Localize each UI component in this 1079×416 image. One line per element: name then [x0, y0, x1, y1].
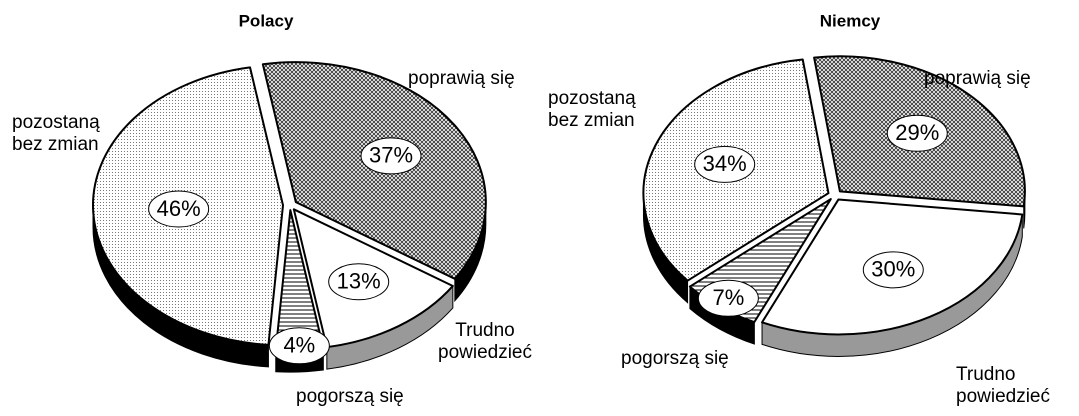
- value-label: 29%: [895, 120, 939, 145]
- value-label: 37%: [369, 143, 413, 168]
- value-label-bubble: [328, 263, 390, 301]
- value-label-bubble: [360, 137, 422, 175]
- value-label: 34%: [703, 151, 747, 176]
- value-label-bubble: [697, 279, 759, 317]
- category-label: poprawią się: [924, 68, 1031, 89]
- category-label: pogorszą się: [296, 386, 404, 407]
- value-label-bubble: [886, 114, 948, 152]
- value-label: 13%: [337, 269, 381, 294]
- value-label-bubble: [148, 190, 210, 228]
- value-label: 7%: [712, 285, 744, 310]
- value-label-bubble: [694, 145, 756, 183]
- category-label: pogorszą się: [621, 348, 729, 369]
- value-label-bubble: [862, 251, 924, 289]
- category-label: pozostaną bez zmian: [12, 112, 100, 155]
- value-label: 30%: [871, 257, 915, 282]
- value-label: 4%: [283, 333, 315, 358]
- category-label: poprawią się: [408, 68, 515, 89]
- category-label: pozostaną bez zmian: [548, 88, 636, 131]
- category-label: Trudno powiedzieć: [438, 320, 532, 363]
- value-label: 46%: [157, 196, 201, 221]
- category-label: Trudno powiedzieć: [956, 364, 1050, 407]
- value-label-bubble: [268, 327, 330, 365]
- chart-title: Niemcy: [820, 11, 881, 30]
- chart-title: Polacy: [239, 11, 294, 30]
